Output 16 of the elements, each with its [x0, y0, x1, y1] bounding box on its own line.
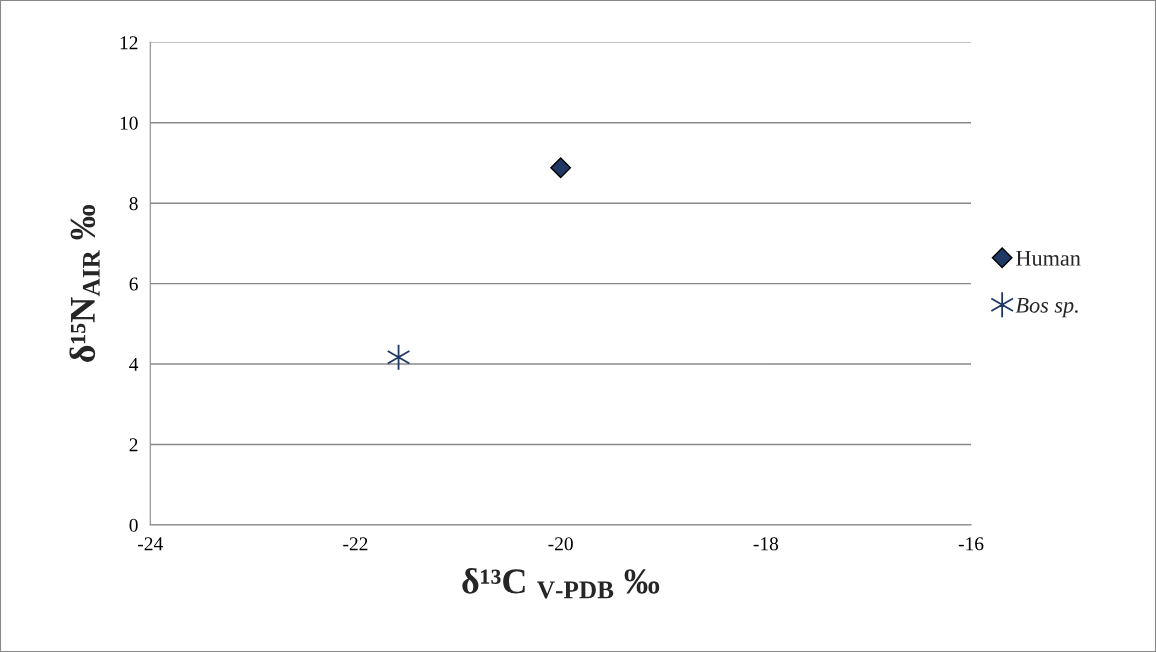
- y-axis-title: δ¹⁵N$_{AIR}$ ‰: [69, 204, 100, 362]
- legend-label: Human: [1016, 251, 1081, 266]
- y-tick-label: 2: [129, 438, 138, 452]
- y-tick-label: 6: [129, 277, 138, 291]
- legend-label: Bos sp.: [1015, 297, 1078, 318]
- y-tick-label: 4: [129, 357, 139, 371]
- x-tick-label: -20: [548, 537, 573, 551]
- x-axis-title: δ¹³C $_{V-PDB}$ ‰: [462, 567, 660, 599]
- x-tick-label: -18: [753, 537, 779, 551]
- x-tick-label: -16: [958, 537, 984, 551]
- y-tick-label: 8: [129, 197, 138, 211]
- y-tick-label: 12: [120, 36, 138, 50]
- y-tick-label: 0: [129, 518, 138, 532]
- y-tick-label: 10: [120, 116, 138, 130]
- x-tick-label: -24: [138, 537, 163, 551]
- x-tick-label: -22: [343, 537, 368, 551]
